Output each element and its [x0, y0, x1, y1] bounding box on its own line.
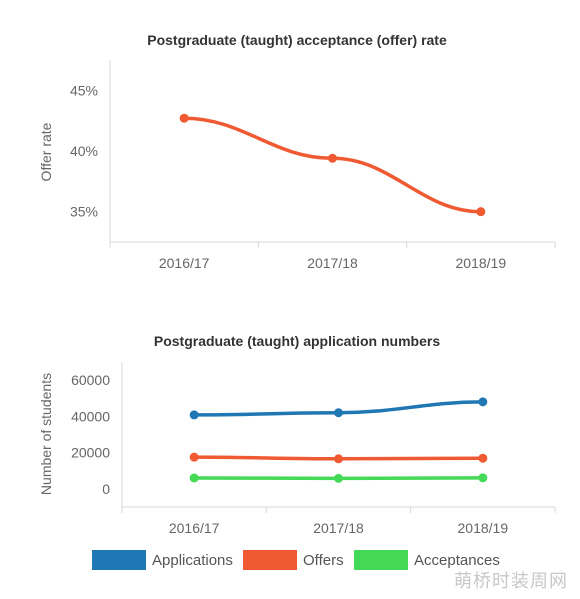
acceptances-data-point[interactable]	[478, 473, 488, 483]
offer-rate-data-point[interactable]	[328, 153, 337, 163]
offer-rate-ticks: 35% 40% 45% 2016/17 2017/18 2018/19	[70, 82, 506, 271]
legend-item-applications[interactable]: Applications	[92, 550, 233, 570]
c2-x-tick-label: 2017/18	[313, 520, 364, 536]
application-numbers-series	[189, 397, 488, 483]
c2-y-tick-label: 40000	[71, 408, 110, 424]
applications-data-point[interactable]	[189, 410, 199, 420]
legend-label-acceptances: Acceptances	[414, 551, 500, 569]
acceptances-data-point[interactable]	[334, 473, 343, 483]
c2-x-tick-label: 2016/17	[169, 520, 220, 536]
offer-rate-series-line	[182, 116, 483, 214]
offers-data-point[interactable]	[189, 452, 199, 462]
offer-rate-series	[179, 113, 486, 217]
c1-y-tick-label: 40%	[70, 143, 98, 159]
offer-rate-chart: Postgraduate (taught) acceptance (offer)…	[38, 32, 556, 271]
legend-label-offers: Offers	[303, 551, 344, 569]
c2-x-tick-label: 2018/19	[458, 520, 509, 536]
legend-swatch-applications	[92, 550, 146, 570]
legend-swatch-acceptances	[354, 550, 408, 570]
offer-rate-data-point[interactable]	[476, 207, 486, 217]
offer-rate-axes	[109, 60, 556, 248]
offers-data-point[interactable]	[478, 453, 488, 463]
offers-data-point[interactable]	[334, 454, 343, 464]
application-numbers-axes	[121, 362, 556, 513]
legend-item-offers[interactable]: Offers	[243, 550, 344, 570]
c1-x-tick-label: 2016/17	[159, 255, 210, 271]
legend-label-applications: Applications	[152, 551, 233, 569]
acceptances-data-point[interactable]	[189, 473, 199, 483]
c1-y-tick-label: 35%	[70, 204, 98, 220]
offer-rate-chart-title: Postgraduate (taught) acceptance (offer)…	[147, 32, 447, 48]
c2-y-tick-label: 0	[102, 481, 110, 497]
application-numbers-chart-title: Postgraduate (taught) application number…	[154, 333, 440, 349]
application-numbers-legend: Applications Offers Acceptances	[0, 550, 580, 576]
c1-x-tick-label: 2017/18	[307, 255, 358, 271]
c1-x-tick-label: 2018/19	[456, 255, 507, 271]
c2-y-tick-label: 60000	[71, 372, 110, 388]
applications-data-point[interactable]	[334, 408, 343, 418]
c2-y-tick-label: 20000	[71, 445, 110, 461]
applications-data-point[interactable]	[478, 397, 488, 407]
legend-item-acceptances[interactable]: Acceptances	[354, 550, 500, 570]
offer-rate-y-axis-label: Offer rate	[38, 122, 54, 181]
c1-y-tick-label: 45%	[70, 82, 98, 98]
offer-rate-data-point[interactable]	[179, 113, 189, 123]
application-numbers-ticks: 0 20000 40000 60000 2016/17 2017/18 2018/19	[71, 372, 508, 536]
watermark-text: 萌桥时装周网	[454, 571, 568, 592]
application-numbers-y-axis-label: Number of students	[38, 373, 54, 495]
legend-swatch-offers	[243, 550, 297, 570]
application-numbers-chart: Postgraduate (taught) application number…	[38, 333, 556, 536]
